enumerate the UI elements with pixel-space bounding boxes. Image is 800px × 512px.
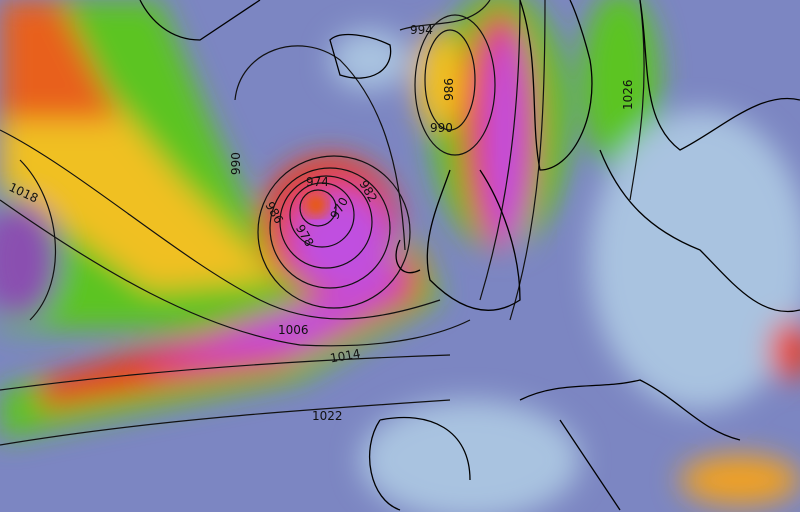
isobar-label: 1026 xyxy=(621,79,635,110)
isobar-label: 990 xyxy=(229,152,243,175)
coastlines xyxy=(139,0,800,511)
isobars xyxy=(0,0,645,446)
isobar-label: 1014 xyxy=(329,346,362,365)
isobar-label: 994 xyxy=(410,23,433,37)
isobar-label: 986 xyxy=(441,78,455,101)
isobar-label: 1022 xyxy=(312,409,343,423)
isobar-label: 974 xyxy=(306,175,329,189)
isobar-label: 1006 xyxy=(278,323,309,337)
isobar-label: 990 xyxy=(430,121,453,135)
